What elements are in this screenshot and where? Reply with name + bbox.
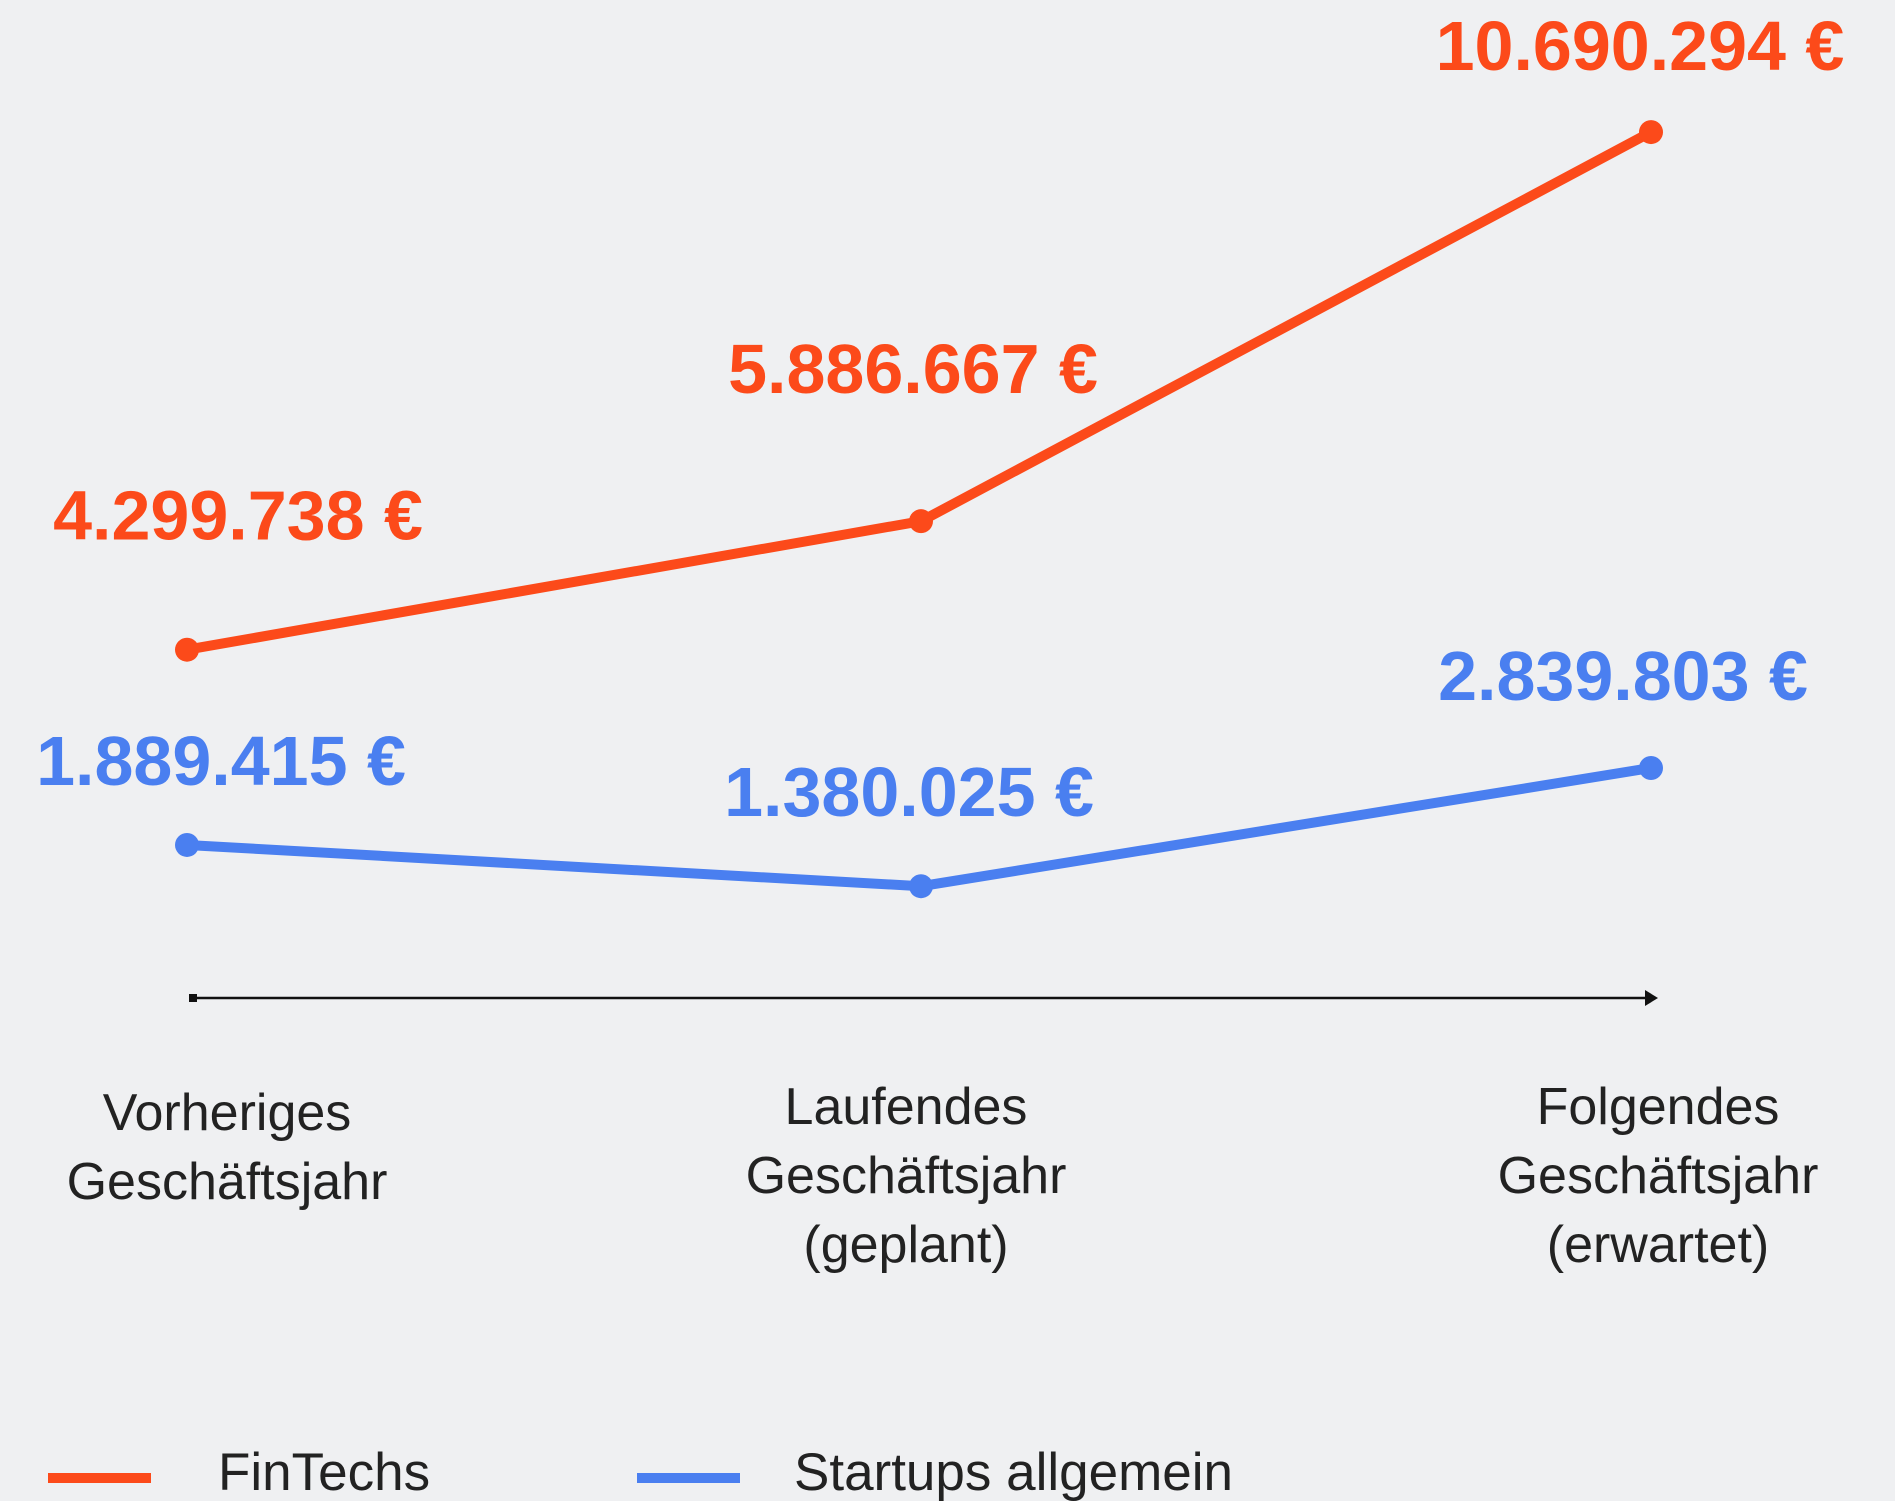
label-line: Geschäftsjahr — [67, 1153, 388, 1211]
axis-arrow — [1645, 990, 1658, 1006]
label-line: (geplant) — [803, 1216, 1008, 1274]
point — [909, 874, 933, 899]
label-line: Laufendes — [785, 1078, 1028, 1136]
x-tick-label: Vorheriges Geschäftsjahr — [67, 1084, 388, 1211]
label-line: Geschäftsjahr — [1498, 1147, 1819, 1205]
value-label: 5.886.667 € — [728, 330, 1098, 408]
point — [175, 832, 199, 857]
label-line: Geschäftsjahr — [746, 1147, 1067, 1205]
point — [1639, 755, 1663, 780]
value-label: 4.299.738 € — [53, 477, 423, 555]
legend-label: FinTechs — [218, 1443, 430, 1501]
point — [909, 509, 933, 534]
legend-label: Startups allgemein — [794, 1443, 1233, 1501]
label-line: (erwartet) — [1547, 1216, 1769, 1274]
value-label: 2.839.803 € — [1438, 637, 1808, 715]
x-tick-label: Laufendes Geschäftsjahr (geplant) — [746, 1078, 1067, 1274]
point — [1639, 120, 1663, 145]
point — [175, 637, 199, 662]
label-line: Folgendes — [1537, 1078, 1780, 1136]
value-label: 1.380.025 € — [724, 753, 1094, 831]
value-label: 1.889.415 € — [36, 722, 406, 800]
label-line: Vorheriges — [103, 1084, 352, 1142]
axis-start — [189, 994, 197, 1002]
value-label: 10.690.294 € — [1436, 7, 1845, 85]
x-tick-label: Folgendes Geschäftsjahr (erwartet) — [1498, 1078, 1819, 1274]
